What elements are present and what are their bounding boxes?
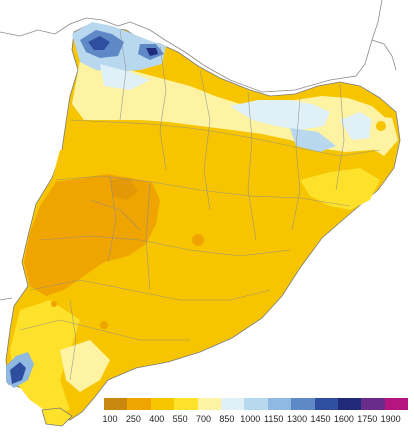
legend-tick-label: 850	[219, 414, 235, 424]
legend-swatch	[244, 398, 268, 410]
legend-tick-label: 1600	[333, 414, 354, 424]
dry-interior-area	[24, 174, 160, 296]
legend-swatch	[174, 398, 198, 410]
precipitation-legend: 100 250 400 550 700 850 1000 1150 1300 1450 1600 17…	[102, 398, 409, 426]
legend-swatch	[197, 398, 221, 410]
legend-tick-label: 1450	[310, 414, 331, 424]
county-boundaries	[19, 29, 381, 381]
northern-light-blue	[230, 100, 330, 130]
neighbour-borders	[0, 0, 397, 301]
legend-swatch	[150, 398, 175, 410]
legend-swatch	[314, 398, 338, 410]
legend-swatch	[337, 398, 362, 410]
legend-tick-label: 700	[196, 414, 212, 424]
legend-tick-label: 1750	[357, 414, 378, 424]
legend-swatch	[267, 398, 292, 410]
legend-tick-label: 1900	[380, 414, 401, 424]
legend-tick-label: 250	[125, 414, 141, 424]
legend-tick-label: 400	[149, 414, 165, 424]
legend-swatch	[361, 398, 385, 410]
legend-swatch	[127, 398, 151, 410]
legend-tick-label: 550	[172, 414, 188, 424]
legend-color-bar	[104, 398, 409, 410]
legend-tick-label: 1300	[287, 414, 308, 424]
legend-swatch	[220, 398, 245, 410]
legend-tick-label: 1150	[264, 414, 284, 424]
legend-swatch	[104, 398, 128, 410]
legend-tick-label: 1000	[240, 414, 261, 424]
legend-swatch	[291, 398, 315, 410]
catalonia-territory	[5, 22, 401, 427]
legend-swatch	[384, 398, 409, 410]
legend-tick-label: 100	[102, 414, 118, 424]
